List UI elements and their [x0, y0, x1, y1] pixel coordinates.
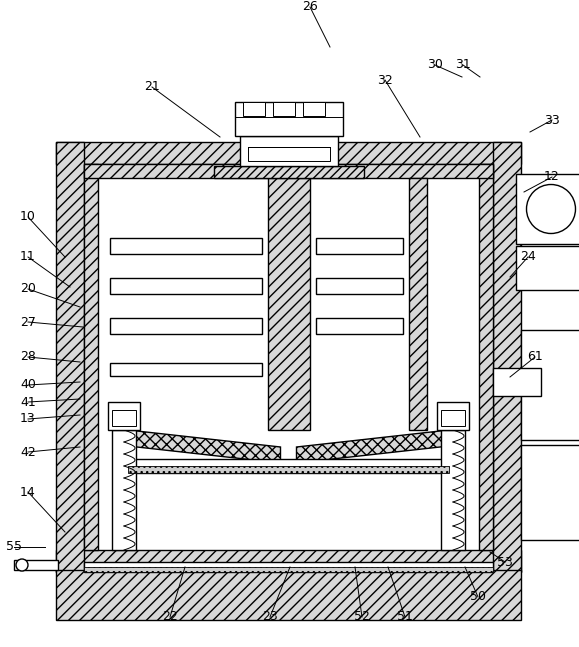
Text: 31: 31: [455, 58, 471, 72]
Bar: [214, 166, 364, 178]
Bar: [409, 178, 427, 430]
Bar: [108, 402, 140, 430]
Bar: [110, 238, 262, 254]
Bar: [479, 164, 493, 550]
Text: 41: 41: [20, 395, 36, 408]
Bar: [84, 562, 493, 572]
Circle shape: [526, 184, 576, 234]
Text: 50: 50: [470, 591, 486, 604]
Text: 51: 51: [397, 611, 413, 624]
Bar: [84, 567, 493, 572]
Bar: [112, 410, 136, 426]
Circle shape: [16, 559, 28, 571]
Text: 10: 10: [20, 210, 36, 223]
Bar: [441, 410, 465, 426]
Bar: [516, 246, 579, 290]
Bar: [110, 318, 262, 334]
Bar: [521, 445, 579, 540]
Bar: [441, 430, 465, 550]
Text: 33: 33: [544, 113, 560, 127]
Bar: [112, 430, 136, 550]
Text: 40: 40: [20, 378, 36, 391]
Bar: [98, 178, 479, 550]
Bar: [84, 164, 98, 550]
Bar: [56, 142, 84, 572]
Text: 26: 26: [302, 1, 318, 14]
Text: 13: 13: [20, 413, 36, 426]
Text: 22: 22: [162, 611, 178, 624]
Bar: [56, 550, 521, 572]
Bar: [493, 368, 541, 396]
Bar: [516, 174, 579, 244]
Text: 27: 27: [20, 316, 36, 329]
Bar: [267, 178, 310, 430]
Text: 30: 30: [427, 58, 443, 72]
Text: 61: 61: [527, 351, 543, 364]
Bar: [56, 142, 521, 164]
Text: 23: 23: [262, 611, 278, 624]
Text: 53: 53: [497, 556, 513, 569]
Bar: [128, 466, 449, 473]
Text: 21: 21: [144, 80, 160, 94]
Polygon shape: [128, 430, 280, 463]
Polygon shape: [296, 430, 449, 463]
Text: 32: 32: [377, 74, 393, 87]
Text: 24: 24: [520, 250, 536, 263]
Bar: [493, 142, 521, 572]
Bar: [234, 102, 343, 136]
Bar: [110, 278, 262, 294]
Bar: [14, 560, 58, 570]
Text: 42: 42: [20, 446, 36, 459]
Bar: [56, 570, 521, 620]
Text: 11: 11: [20, 250, 36, 263]
Text: 28: 28: [20, 351, 36, 364]
Bar: [437, 402, 469, 430]
Bar: [316, 238, 403, 254]
Bar: [247, 147, 329, 161]
Bar: [84, 164, 493, 178]
Bar: [128, 459, 449, 473]
Bar: [243, 102, 265, 116]
Bar: [240, 136, 338, 166]
Text: 20: 20: [20, 283, 36, 296]
Bar: [273, 102, 295, 116]
Bar: [521, 330, 579, 440]
Bar: [302, 102, 324, 116]
Bar: [110, 363, 262, 376]
Text: 52: 52: [354, 611, 370, 624]
Text: 12: 12: [544, 171, 560, 184]
Bar: [316, 318, 403, 334]
Text: 14: 14: [20, 485, 36, 498]
Bar: [316, 278, 403, 294]
Text: 55: 55: [6, 540, 22, 553]
